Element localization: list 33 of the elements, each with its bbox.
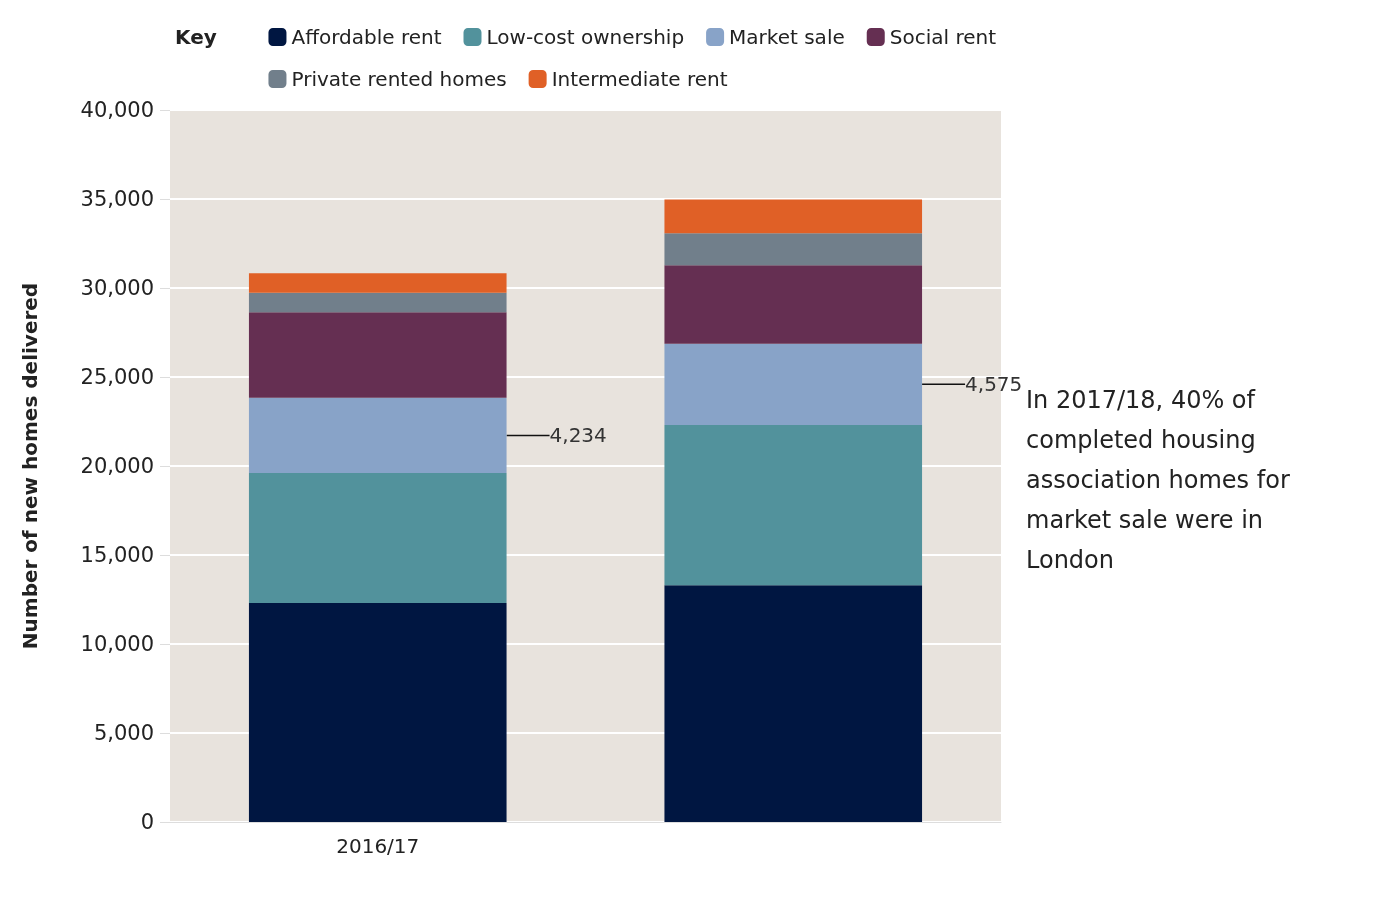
legend-label: Affordable rent xyxy=(291,25,442,49)
data-label: 4,234 xyxy=(549,423,607,448)
y-tick-label: 20,000 xyxy=(80,454,154,478)
bar xyxy=(248,292,507,313)
y-tick-label: 0 xyxy=(140,810,154,834)
y-tick-label: 40,000 xyxy=(80,98,154,122)
x-tick-label: 2016/17 xyxy=(336,834,420,858)
y-tick-label: 30,000 xyxy=(80,276,154,300)
y-tick-label: 35,000 xyxy=(80,187,154,211)
legend-title: Key xyxy=(175,25,217,49)
bar xyxy=(664,233,923,266)
bar xyxy=(664,343,923,426)
y-axis-title: Number of new homes delivered xyxy=(18,282,42,650)
legend-label: Low-cost ownership xyxy=(486,25,685,49)
legend-label: Intermediate rent xyxy=(551,67,728,91)
bar xyxy=(664,585,923,822)
legend-label: Private rented homes xyxy=(291,67,507,91)
y-tick-label: 15,000 xyxy=(80,543,154,567)
y-tick-label: 10,000 xyxy=(80,632,154,656)
y-tick-label: 25,000 xyxy=(80,365,154,389)
bar xyxy=(664,425,923,586)
data-label: 4,575 xyxy=(965,372,1023,397)
bar xyxy=(248,312,507,398)
y-tick-label: 5,000 xyxy=(93,721,154,745)
bar xyxy=(248,473,507,604)
bar xyxy=(664,199,923,234)
text: In 2017/18, 40% of completed housing association homes for market sale were in London xyxy=(1026,386,1298,574)
bar xyxy=(248,273,507,293)
legend-label: Social rent xyxy=(889,25,997,49)
bar xyxy=(248,397,507,474)
bar xyxy=(664,265,923,344)
legend-label: Market sale xyxy=(729,25,845,49)
bar xyxy=(248,603,507,822)
